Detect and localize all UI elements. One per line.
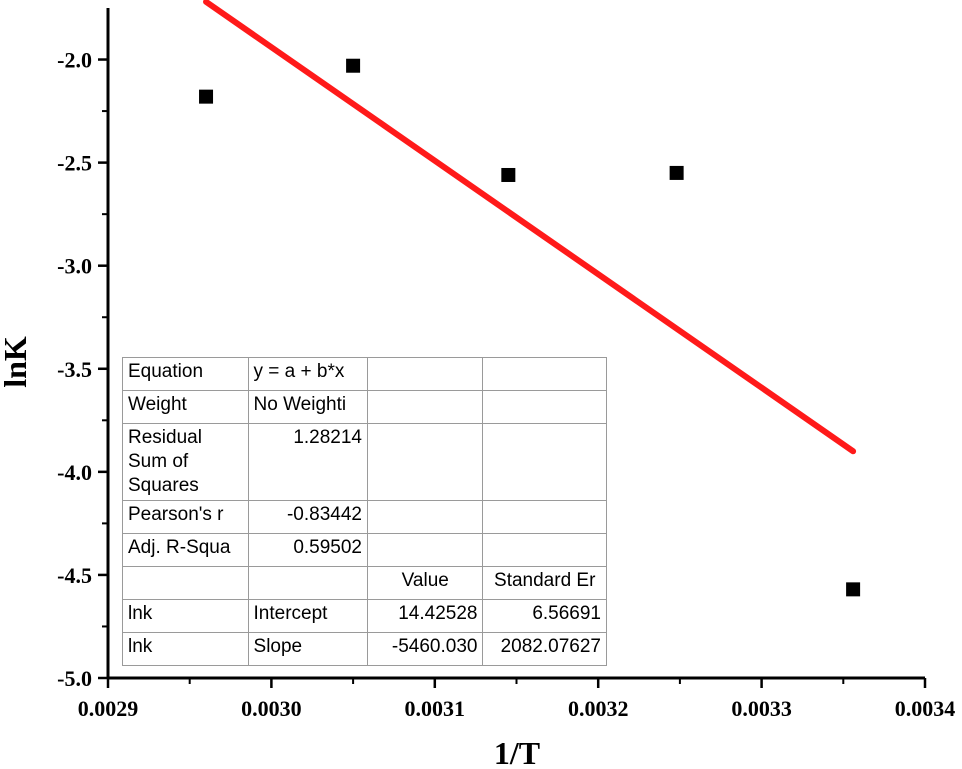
- fit-cell: [482, 423, 607, 501]
- fit-results-table: Equation y = a + b*x Weight No Weighti Resid…: [122, 357, 607, 666]
- fit-row: Value Standard Er: [122, 566, 607, 600]
- fit-cell: Weight: [122, 390, 249, 424]
- fit-cell: lnk: [122, 632, 249, 666]
- data-point: [669, 165, 684, 180]
- fit-cell: [366, 423, 484, 501]
- fit-cell: [247, 566, 369, 600]
- fit-cell: [482, 390, 607, 424]
- data-point: [501, 167, 516, 182]
- fit-cell: [366, 357, 484, 391]
- x-tick-label: 0.0031: [405, 696, 466, 721]
- x-tick-label: 0.0034: [895, 696, 956, 721]
- y-tick-label: -4.0: [57, 460, 92, 485]
- y-tick-label: -2.0: [57, 48, 92, 73]
- fit-row: Residual Sum of Squares 1.28214: [122, 423, 607, 501]
- x-tick-label: 0.0030: [241, 696, 302, 721]
- y-tick-label: -2.5: [57, 151, 92, 176]
- axes-layer: 0.0029 0.0030 0.0031 0.0032 0.0033 0.0034 -5.0…: [57, 8, 955, 721]
- fit-cell: [366, 500, 484, 534]
- fit-row: Adj. R-Squa 0.59502: [122, 533, 607, 567]
- fit-cell: Equation: [122, 357, 249, 391]
- fit-row: lnk Intercept 14.42528 6.56691: [122, 599, 607, 633]
- fit-cell: 1.28214: [247, 423, 369, 501]
- fit-cell: [366, 533, 484, 567]
- fit-cell: [482, 357, 607, 391]
- fit-cell: -5460.030: [366, 632, 484, 666]
- x-tick-label: 0.0033: [731, 696, 792, 721]
- fit-cell: Slope: [247, 632, 369, 666]
- fit-cell: 6.56691: [482, 599, 607, 633]
- fit-cell: Adj. R-Squa: [122, 533, 249, 567]
- fit-results-body: Equation y = a + b*x Weight No Weighti Resid…: [122, 357, 607, 666]
- fit-row: Equation y = a + b*x: [122, 357, 607, 391]
- fit-cell: No Weighti: [247, 390, 369, 424]
- fit-cell: Intercept: [247, 599, 369, 633]
- fit-cell: [366, 390, 484, 424]
- data-point: [346, 58, 361, 73]
- fit-cell: Pearson's r: [122, 500, 249, 534]
- fit-cell: Value: [366, 566, 484, 600]
- fit-cell: [482, 533, 607, 567]
- y-tick-label: -3.0: [57, 254, 92, 279]
- y-tick-label: -4.5: [57, 563, 92, 588]
- data-point: [199, 89, 214, 104]
- fit-cell: 2082.07627: [482, 632, 607, 666]
- fit-cell: lnk: [122, 599, 249, 633]
- fit-cell: 14.42528: [366, 599, 484, 633]
- x-axis-title: 1/T: [494, 735, 540, 769]
- fit-row: Pearson's r -0.83442: [122, 500, 607, 534]
- fit-cell: y = a + b*x: [247, 357, 369, 391]
- fit-cell: [122, 566, 249, 600]
- fit-cell: [482, 500, 607, 534]
- data-point: [846, 582, 861, 597]
- y-axis-title: lnK: [0, 336, 33, 388]
- y-tick-label: -5.0: [57, 666, 92, 691]
- fit-line: [203, 0, 857, 455]
- fit-cell: Standard Er: [482, 566, 607, 600]
- fit-row: Weight No Weighti: [122, 390, 607, 424]
- x-tick-label: 0.0029: [78, 696, 139, 721]
- plot-layer: [199, 0, 861, 597]
- fit-row: lnk Slope -5460.030 2082.07627: [122, 632, 607, 666]
- x-tick-label: 0.0032: [568, 696, 629, 721]
- fit-cell: Residual Sum of Squares: [122, 423, 249, 501]
- y-tick-label: -3.5: [57, 357, 92, 382]
- fit-cell: -0.83442: [247, 500, 369, 534]
- fit-cell: 0.59502: [247, 533, 369, 567]
